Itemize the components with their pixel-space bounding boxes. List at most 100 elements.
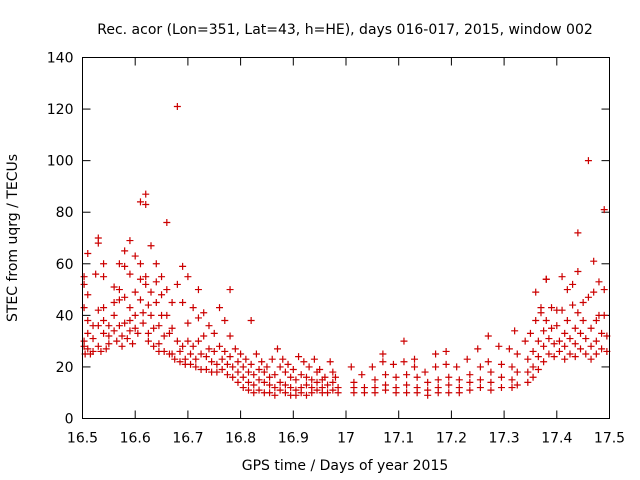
data-point (382, 371, 390, 379)
data-point (334, 389, 342, 397)
data-point (189, 342, 197, 350)
data-point (545, 335, 553, 343)
data-point (445, 381, 453, 389)
data-point (592, 317, 600, 325)
data-point (442, 360, 450, 368)
data-point (247, 360, 255, 368)
data-point (194, 337, 202, 345)
data-point (94, 306, 102, 314)
data-point (121, 319, 129, 327)
data-point (310, 355, 318, 363)
data-point (144, 329, 152, 337)
data-point (158, 291, 166, 299)
data-point (266, 389, 274, 397)
data-point (200, 332, 208, 340)
data-point (513, 368, 521, 376)
data-point (255, 376, 263, 384)
data-point (584, 157, 592, 165)
data-point (173, 337, 181, 345)
data-point (126, 317, 134, 325)
data-point (192, 355, 200, 363)
data-point (555, 347, 563, 355)
data-point (566, 335, 574, 343)
data-point (350, 389, 358, 397)
data-point (379, 358, 387, 366)
data-point (392, 389, 400, 397)
data-point (218, 355, 226, 363)
data-point (455, 389, 463, 397)
data-point (487, 378, 495, 386)
data-point (284, 360, 292, 368)
data-point (508, 363, 516, 371)
data-point (526, 329, 534, 337)
data-point (147, 242, 155, 250)
data-point (421, 368, 429, 376)
data-point (445, 389, 453, 397)
data-point (505, 345, 513, 353)
data-point (326, 358, 334, 366)
data-point (179, 298, 187, 306)
data-point (94, 322, 102, 330)
data-point (382, 386, 390, 394)
data-point (144, 337, 152, 345)
data-point (105, 340, 113, 348)
data-point (392, 373, 400, 381)
y-tick-label: 0 (65, 412, 74, 428)
data-point (360, 389, 368, 397)
data-point (84, 249, 92, 257)
data-point (176, 358, 184, 366)
data-point (192, 363, 200, 371)
y-tick-label: 100 (47, 154, 74, 170)
data-point (548, 304, 556, 312)
data-point (347, 363, 355, 371)
data-point (271, 371, 279, 379)
data-point (521, 337, 529, 345)
data-point (163, 286, 171, 294)
data-point (92, 270, 100, 278)
data-point (115, 322, 123, 330)
data-point (497, 373, 505, 381)
data-point (131, 288, 139, 296)
data-point (131, 324, 139, 332)
data-point (231, 345, 239, 353)
y-axis-label: STEC from uqrg / TECUs (5, 154, 21, 322)
data-point (194, 286, 202, 294)
data-point (189, 304, 197, 312)
data-point (226, 332, 234, 340)
data-point (561, 355, 569, 363)
data-point (150, 324, 158, 332)
data-point (508, 384, 516, 392)
data-point (582, 350, 590, 358)
data-point (163, 311, 171, 319)
data-point (234, 378, 242, 386)
data-point (329, 368, 337, 376)
y-tick-label: 80 (56, 205, 74, 221)
data-point (80, 342, 88, 350)
data-point (313, 378, 321, 386)
data-point (534, 366, 542, 374)
data-point (532, 288, 540, 296)
data-point (579, 298, 587, 306)
data-point (563, 317, 571, 325)
data-point (100, 317, 108, 325)
data-point (126, 237, 134, 245)
data-point (455, 376, 463, 384)
data-point (524, 368, 532, 376)
data-point (139, 309, 147, 317)
data-point (158, 273, 166, 281)
data-point (600, 311, 608, 319)
x-tick-label: 17.5 (594, 431, 625, 447)
data-point (358, 371, 366, 379)
data-point (600, 286, 608, 294)
data-point (218, 366, 226, 374)
data-point (89, 335, 97, 343)
data-point (598, 345, 606, 353)
data-point (223, 371, 231, 379)
data-point (508, 376, 516, 384)
data-point (495, 342, 503, 350)
data-point (126, 304, 134, 312)
data-point (80, 273, 88, 281)
data-point (150, 342, 158, 350)
x-axis-label: GPS time / Days of year 2015 (242, 458, 449, 474)
data-point (171, 355, 179, 363)
